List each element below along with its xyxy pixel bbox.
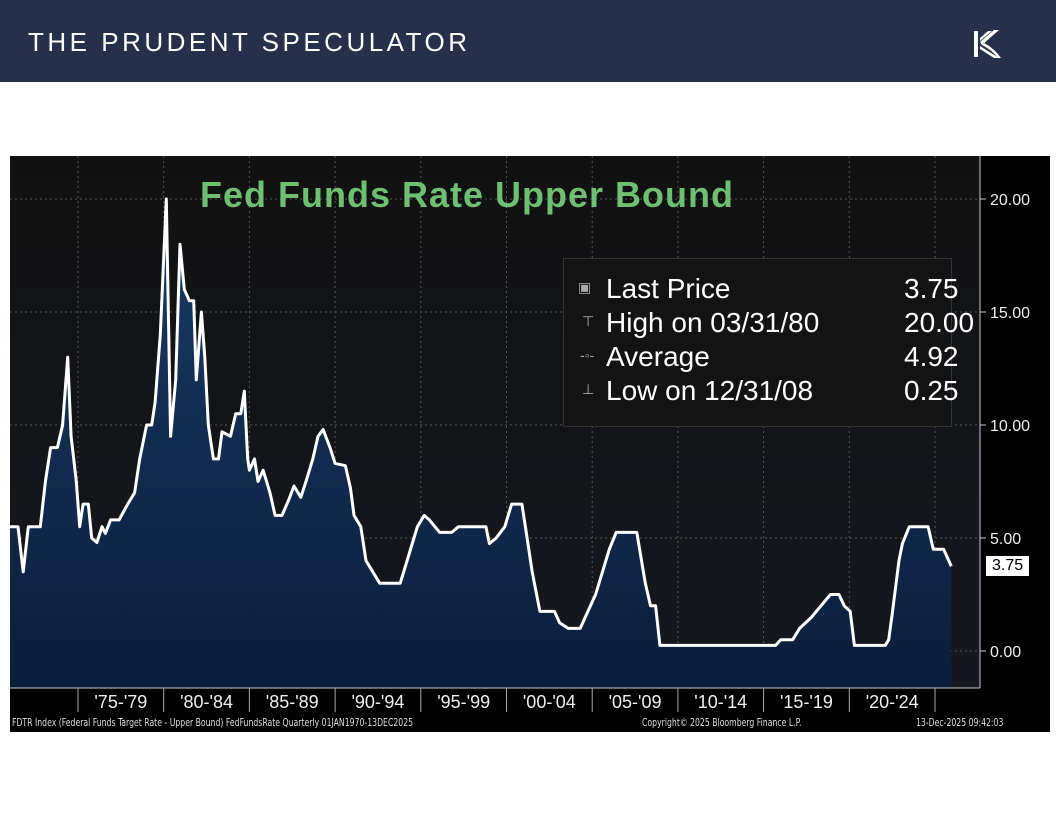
y-tick-label: 0.00 (990, 644, 1021, 661)
y-tick-label: 10.00 (990, 418, 1030, 435)
chart-footer: FDTR Index (Federal Funds Target Rate - … (10, 716, 1050, 732)
copyright: Copyright© 2025 Bloomberg Finance L.P. (642, 717, 802, 729)
legend-row-high: ⊤ High on 03/31/80 20.00 (582, 307, 975, 338)
header-bar: THE PRUDENT SPECULATOR (0, 0, 1056, 82)
y-tick-label: 20.00 (990, 192, 1030, 209)
x-tick-label: '15-'19 (780, 692, 833, 712)
y-tick-label: 5.00 (990, 531, 1021, 548)
square-icon: ▣ (578, 279, 592, 295)
y-tick-label: 15.00 (990, 305, 1030, 322)
x-tick-label: '90-'94 (351, 692, 404, 712)
legend-row-low: ⊥ Low on 12/31/08 0.25 (582, 375, 959, 406)
low-marker-icon: ⊥ (582, 381, 595, 397)
legend-row-average: -◦- Average 4.92 (580, 341, 959, 372)
x-tick-label: '95-'99 (437, 692, 490, 712)
area-fill (10, 199, 952, 688)
last-value-tag: 3.75 (986, 556, 1030, 576)
timestamp: 13-Dec-2025 09:42:03 (916, 717, 1004, 729)
logo-icon (974, 30, 1001, 58)
x-tick-label: '85-'89 (266, 692, 319, 712)
x-tick-label: '75-'79 (94, 692, 147, 712)
chart-panel: 0.00 5.00 10.00 15.00 20.00 '75-'79 '80-'84 '8… (10, 156, 1050, 732)
x-tick-label: '10-'14 (694, 692, 747, 712)
x-tick-label: '00-'04 (523, 692, 576, 712)
brand-title: THE PRUDENT SPECULATOR (28, 27, 471, 57)
x-tick-label: '05-'09 (609, 692, 662, 712)
high-marker-icon: ⊤ (582, 313, 595, 329)
rate-line (10, 197, 953, 647)
legend-row-last-price: ▣ Last Price 3.75 (578, 273, 959, 304)
series-description: FDTR Index (Federal Funds Target Rate - … (12, 717, 414, 729)
chart-title: Fed Funds Rate Upper Bound (200, 174, 734, 215)
legend: ▣ Last Price 3.75 ⊤ High on 03/31/80 20.… (563, 258, 975, 427)
x-tick-label: '20-'24 (866, 692, 919, 712)
fed-funds-chart: 0.00 5.00 10.00 15.00 20.00 '75-'79 '80-'84 '8… (10, 156, 1030, 712)
average-marker-icon: -◦- (580, 347, 595, 363)
x-tick-label: '80-'84 (180, 692, 233, 712)
